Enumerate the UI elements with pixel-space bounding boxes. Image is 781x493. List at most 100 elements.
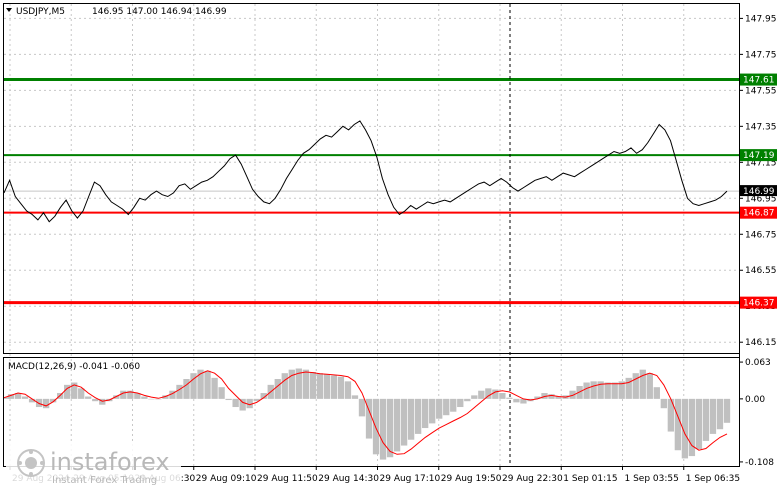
resistance-level-tag — [740, 149, 777, 162]
macd-tick-label: 0.00 — [745, 395, 765, 405]
macd-histogram-bar — [204, 370, 211, 399]
macd-histogram-bar — [42, 398, 50, 409]
macd-tick-label: 0.063 — [745, 358, 771, 368]
macd-histogram-bar — [365, 398, 373, 439]
macd-histogram-bar — [407, 398, 415, 440]
macd-histogram-bar — [323, 374, 331, 399]
price-tick-label: 147.95 — [745, 14, 777, 24]
macd-histogram-bar — [162, 395, 169, 399]
macd-histogram-bar — [443, 398, 450, 416]
macd-histogram-bar — [148, 398, 155, 400]
macd-histogram-bar — [632, 373, 639, 399]
collapse-arrow-icon[interactable] — [6, 8, 12, 12]
macd-histogram-bar — [92, 398, 99, 402]
macd-histogram-bar — [28, 398, 36, 403]
macd-histogram-bar — [667, 398, 675, 432]
support-level-tag — [740, 206, 777, 219]
time-tick-label: 29 Aug 09:10 — [196, 474, 257, 484]
macd-histogram-bar — [127, 390, 134, 399]
price-tick-label: 147.75 — [745, 50, 777, 60]
time-tick-label: 29 Aug 22:30 — [502, 474, 563, 484]
macd-histogram-bar — [7, 394, 15, 399]
time-tick-label: 29 Aug 17:10 — [380, 474, 441, 484]
macd-histogram-bar — [386, 398, 394, 458]
support-level-tag — [740, 296, 777, 309]
macd-histogram-bar — [422, 398, 429, 429]
macd-histogram-bar — [457, 398, 464, 408]
price-pane-border — [3, 3, 740, 354]
price-tick-label: 147.15 — [745, 158, 777, 168]
time-tick-label: 29 Aug 19:50 — [441, 474, 502, 484]
resistance-level-tag — [740, 73, 777, 86]
price-tick-label: 146.55 — [745, 266, 777, 276]
macd-histogram-bar — [702, 398, 710, 441]
price-tick-label: 147.35 — [745, 122, 777, 132]
macd-histogram-bar — [120, 390, 127, 399]
price-line-group — [3, 120, 728, 223]
watermark: instaforex Instant Forex Trading — [6, 444, 181, 489]
macd-histogram-bar — [590, 381, 597, 399]
watermark-name: instaforex — [50, 448, 170, 476]
macd-histogram-bar — [21, 396, 29, 399]
macd-histogram-bar — [316, 373, 324, 399]
macd-histogram-bar — [513, 398, 520, 403]
time-tick-label: 1 Sep 03:55 — [625, 474, 679, 484]
macd-histogram-bar — [190, 373, 197, 399]
macd-histogram-bar — [176, 384, 183, 399]
macd-histogram-bar — [344, 381, 352, 399]
macd-histogram-bar — [113, 395, 120, 399]
macd-histogram-bar — [541, 393, 548, 399]
macd-histogram-bar — [260, 393, 267, 399]
macd-histogram-bar — [709, 398, 717, 434]
price-tick-label: 147.55 — [745, 86, 777, 96]
macd-histogram-bar — [372, 398, 380, 455]
price-line — [3, 120, 728, 223]
macd-histogram-bar — [64, 384, 71, 399]
macd-histogram-bar — [134, 393, 141, 399]
macd-histogram-bar — [400, 398, 408, 446]
macd-histogram-bar — [330, 375, 338, 399]
resistance-level-label: 147.19 — [743, 151, 775, 161]
level-lines[interactable] — [4, 78, 739, 305]
macd-histogram-bar — [520, 398, 527, 404]
ohlc-readout: 146.95 147.00 146.94 146.99 — [92, 7, 227, 17]
resistance-level-label: 147.61 — [743, 76, 775, 86]
macd-histogram-bar — [225, 398, 232, 401]
macd-histogram-bar — [583, 382, 590, 399]
instaforex-logo-icon — [17, 449, 45, 477]
macd-histogram-bar — [155, 398, 162, 400]
time-tick-label: 1 Sep 06:35 — [686, 474, 740, 484]
macd-histogram-bar — [429, 398, 436, 424]
macd-histogram-bar — [492, 389, 499, 399]
time-tick-label: 1 Sep 01:15 — [563, 474, 617, 484]
macd-histogram-bar — [548, 394, 555, 399]
macd-histogram-bar — [674, 398, 682, 451]
macd-histogram-bar — [660, 398, 667, 409]
time-tick-label: 29 Aug 11:50 — [257, 474, 318, 484]
macd-histogram-bar — [695, 398, 703, 450]
macd-histogram — [4, 368, 731, 460]
macd-histogram-bar — [232, 398, 239, 408]
time-tick-label: 29 Aug 14:30 — [318, 474, 379, 484]
macd-histogram-bar — [14, 393, 22, 399]
macd-histogram-bar — [499, 393, 506, 399]
price-tick-label: 146.95 — [745, 194, 777, 204]
macd-histogram-bar — [450, 398, 457, 412]
macd-title: MACD(12,26,9) -0.041 -0.060 — [8, 362, 140, 372]
macd-histogram-bar — [379, 398, 387, 460]
macd-tick-label: -0.108 — [745, 458, 774, 468]
macd-histogram-bar — [485, 388, 492, 399]
current-price-label: 146.99 — [743, 187, 775, 197]
macd-histogram-bar — [169, 390, 176, 399]
macd-histogram-bar — [604, 382, 611, 399]
macd-histogram-bar — [436, 398, 443, 419]
macd-histogram-bar — [688, 398, 696, 457]
macd-histogram-bar — [716, 398, 724, 430]
macd-histogram-bar — [646, 373, 653, 399]
macd-histogram-bar — [309, 372, 317, 399]
macd-signal-line — [3, 370, 728, 455]
current-price-box — [740, 185, 777, 197]
macd-histogram-bar — [49, 398, 57, 403]
